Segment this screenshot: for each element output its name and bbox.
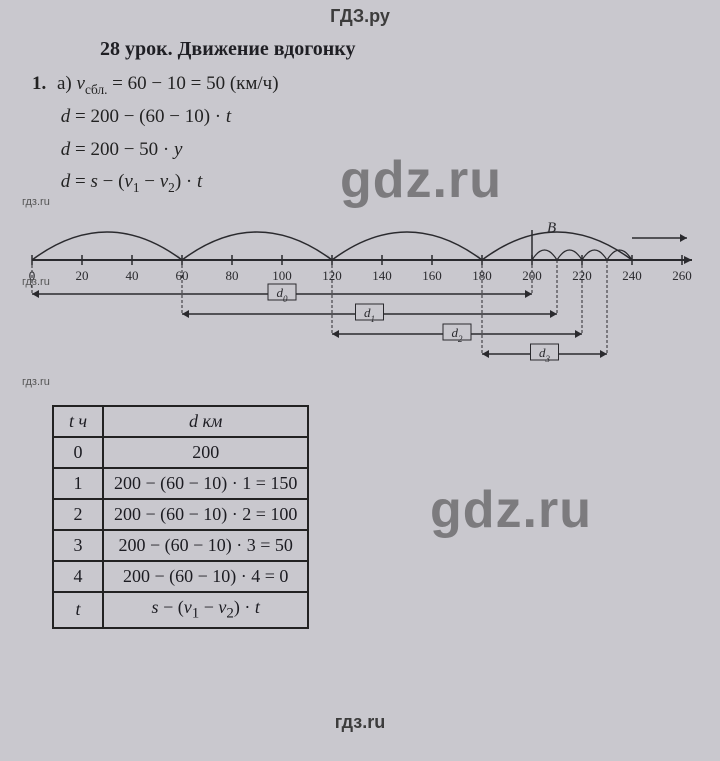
col-header-t: t ч	[53, 406, 103, 437]
watermark-large: gdz.ru	[340, 150, 502, 210]
col-header-d: d км	[103, 406, 308, 437]
formula-line: d = 200 − (60 − 10) · t	[32, 101, 279, 133]
svg-text:260: 260	[672, 268, 692, 283]
svg-text:20: 20	[76, 268, 89, 283]
svg-text:B: B	[547, 220, 556, 236]
distance-table-wrap: t ч d км 02001200 − (60 − 10) · 1 = 1502…	[52, 405, 309, 629]
svg-text:140: 140	[372, 268, 392, 283]
distance-table: t ч d км 02001200 − (60 − 10) · 1 = 1502…	[52, 405, 309, 629]
table-row: 0200	[53, 437, 308, 468]
table-row: 2200 − (60 − 10) · 2 = 100	[53, 499, 308, 530]
cell-d: s − (v1 − v2) · t	[103, 592, 308, 628]
diagram-svg: 020406080100120140160180200220240260Bd0d…	[12, 205, 712, 385]
cell-d: 200 − (60 − 10) · 2 = 100	[103, 499, 308, 530]
cell-t: 1	[53, 468, 103, 499]
cell-t: 4	[53, 561, 103, 592]
formula-text: а) vсбл. = 60 − 10 = 50 (км/ч)	[57, 73, 279, 94]
lesson-title: 28 урок. Движение вдогонку	[100, 38, 356, 61]
table-row: 1200 − (60 − 10) · 1 = 150	[53, 468, 308, 499]
cell-t: 3	[53, 530, 103, 561]
formula-block: 1. а) vсбл. = 60 − 10 = 50 (км/ч) d = 20…	[32, 68, 279, 199]
cell-d: 200 − (60 − 10) · 1 = 150	[103, 468, 308, 499]
svg-text:240: 240	[622, 268, 642, 283]
svg-text:80: 80	[226, 268, 239, 283]
formula-line: d = s − (v1 − v2) · t	[32, 166, 279, 199]
svg-text:100: 100	[272, 268, 292, 283]
number-line-diagram: 020406080100120140160180200220240260Bd0d…	[12, 205, 712, 365]
header-logo: ГДЗ.ру	[0, 6, 720, 27]
cell-t: t	[53, 592, 103, 628]
formula-line: d = 200 − 50 · y	[32, 134, 279, 166]
table-row: ts − (v1 − v2) · t	[53, 592, 308, 628]
table-row: 3200 − (60 − 10) · 3 = 50	[53, 530, 308, 561]
cell-d: 200	[103, 437, 308, 468]
svg-text:160: 160	[422, 268, 442, 283]
formula-line: 1. а) vсбл. = 60 − 10 = 50 (км/ч)	[32, 68, 279, 101]
footer-logo: гдз.ru	[0, 712, 720, 733]
svg-text:40: 40	[126, 268, 139, 283]
cell-d: 200 − (60 − 10) · 3 = 50	[103, 530, 308, 561]
cell-t: 2	[53, 499, 103, 530]
table-header-row: t ч d км	[53, 406, 308, 437]
cell-t: 0	[53, 437, 103, 468]
watermark-large: gdz.ru	[430, 480, 592, 540]
table-row: 4200 − (60 − 10) · 4 = 0	[53, 561, 308, 592]
problem-number: 1.	[32, 73, 46, 94]
page-root: ГДЗ.ру 28 урок. Движение вдогонку 1. а) …	[0, 0, 720, 761]
cell-d: 200 − (60 − 10) · 4 = 0	[103, 561, 308, 592]
